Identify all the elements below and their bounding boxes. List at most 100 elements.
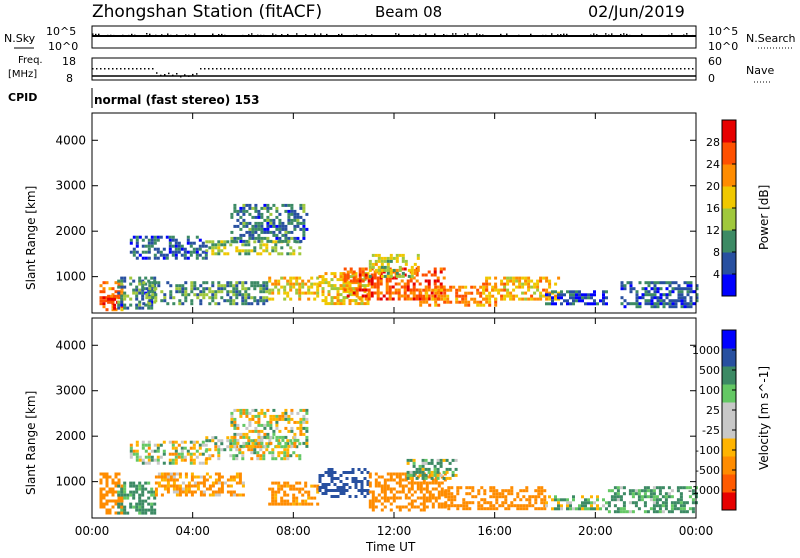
heatmap-cell: [371, 493, 375, 497]
heatmap-cell: [500, 288, 504, 292]
heatmap-cell: [220, 481, 224, 485]
heatmap-cell: [272, 417, 276, 421]
heatmap-cell: [439, 461, 443, 465]
heatmap-cell: [141, 297, 145, 301]
nsky-dot: [476, 33, 478, 35]
heatmap-cell: [277, 481, 281, 485]
heatmap-cell: [230, 414, 234, 418]
heatmap-cell: [316, 484, 320, 488]
heatmap-cell: [290, 429, 294, 433]
heatmap-cell: [295, 499, 299, 503]
nsky-dot: [92, 33, 94, 35]
heatmap-cell: [205, 457, 209, 461]
heatmap-cell: [260, 441, 264, 445]
heatmap-cell: [316, 291, 320, 295]
heatmap-cell: [132, 481, 136, 485]
heatmap-cell: [415, 279, 419, 283]
heatmap-cell: [271, 240, 275, 244]
heatmap-cell: [257, 411, 261, 415]
freq-dot: [584, 68, 586, 70]
heatmap-cell: [443, 300, 447, 304]
heatmap-cell: [284, 408, 288, 412]
heatmap-cell: [274, 499, 278, 503]
heatmap-cell: [324, 272, 328, 276]
heatmap-cell: [135, 487, 139, 491]
heatmap-cell: [208, 448, 212, 452]
heatmap-cell: [277, 288, 281, 292]
heatmap-cell: [685, 501, 689, 505]
heatmap-cell: [235, 302, 239, 306]
heatmap-cell: [444, 492, 448, 496]
heatmap-cell: [271, 448, 275, 452]
heatmap-cell: [202, 484, 206, 488]
heatmap-cell: [113, 303, 117, 307]
heatmap-cell: [198, 247, 202, 251]
nsky-dot: [410, 34, 412, 37]
heatmap-cell: [120, 308, 124, 312]
heatmap-cell: [537, 492, 541, 496]
heatmap-cell: [313, 282, 317, 286]
heatmap-cell: [677, 293, 681, 297]
heatmap-cell: [117, 499, 121, 503]
heatmap-cell: [298, 291, 302, 295]
heatmap-cell: [330, 299, 334, 303]
heatmap-cell: [275, 417, 279, 421]
heatmap-cell: [220, 249, 224, 253]
heatmap-cell: [296, 224, 300, 228]
nsky-dot: [692, 34, 694, 37]
heatmap-cell: [286, 279, 290, 283]
heatmap-cell: [647, 299, 651, 303]
heatmap-cell: [257, 432, 261, 436]
heatmap-cell: [501, 501, 505, 505]
heatmap-cell: [132, 490, 136, 494]
heatmap-cell: [286, 484, 290, 488]
heatmap-cell: [150, 490, 154, 494]
heatmap-cell: [366, 489, 370, 492]
heatmap-cell: [280, 496, 284, 500]
heatmap-cell: [305, 420, 309, 424]
colorbar-tick-label: 1000: [692, 344, 720, 357]
heatmap-cell: [174, 458, 178, 462]
y-tick-label: 3000: [55, 179, 86, 193]
heatmap-cell: [539, 279, 543, 283]
heatmap-cell: [536, 282, 540, 286]
heatmap-cell: [584, 302, 587, 306]
heatmap-cell: [440, 297, 444, 301]
heatmap-cell: [247, 302, 251, 306]
heatmap-cell: [464, 297, 468, 301]
heatmap-cell: [351, 471, 355, 474]
heatmap-cell: [607, 510, 611, 514]
heatmap-cell: [223, 481, 227, 485]
heatmap-cell: [656, 287, 660, 291]
freq-dot: [112, 68, 114, 70]
heatmap-cell: [427, 288, 431, 292]
freq-dot: [284, 68, 286, 70]
heatmap-cell: [413, 481, 417, 485]
heatmap-cell: [572, 495, 575, 499]
heatmap-cell: [638, 281, 642, 285]
heatmap-cell: [391, 291, 395, 295]
heatmap-cell: [453, 504, 457, 508]
heatmap-cell: [409, 458, 413, 462]
heatmap-cell: [259, 290, 263, 294]
heatmap-cell: [281, 233, 285, 237]
heatmap-cell: [135, 502, 139, 506]
heatmap-cell: [289, 279, 293, 283]
heatmap-cell: [192, 440, 196, 444]
heatmap-cell: [204, 461, 208, 465]
heatmap-cell: [260, 221, 264, 225]
heatmap-cell: [518, 276, 522, 280]
heatmap-cell: [424, 279, 428, 283]
heatmap-cell: [277, 439, 281, 443]
nsky-dot: [419, 34, 421, 37]
heatmap-cell: [298, 252, 302, 256]
heatmap-cell: [105, 296, 109, 300]
heatmap-cell: [257, 435, 261, 439]
heatmap-cell: [418, 288, 422, 292]
heatmap-cell: [199, 293, 203, 297]
heatmap-cell: [305, 441, 309, 445]
heatmap-cell: [120, 285, 124, 289]
heatmap-cell: [497, 291, 501, 295]
heatmap-cell: [689, 290, 693, 294]
